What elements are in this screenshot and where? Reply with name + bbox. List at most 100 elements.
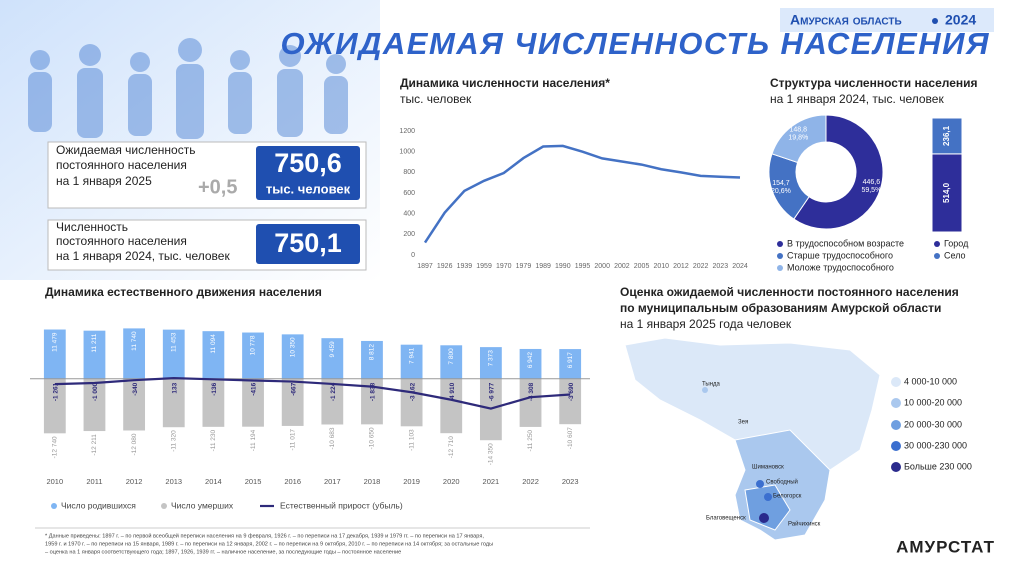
x-tick-label: 2015 — [245, 477, 262, 486]
bar-value-label: -12 080 — [131, 433, 138, 455]
bar — [83, 378, 106, 432]
map-subtitle: на 1 января 2025 года человек — [620, 317, 792, 331]
line-value-label: -1 000 — [92, 382, 99, 401]
slice-value-label: 446,6 — [863, 179, 881, 186]
pie-slice — [793, 114, 884, 230]
bar-value-label: -11 103 — [408, 429, 415, 451]
bar — [242, 332, 264, 379]
bar — [202, 378, 225, 427]
bar-value-label: -11 017 — [289, 429, 296, 451]
summary-change: +0,5 — [198, 176, 237, 198]
x-tick-label: 2019 — [403, 477, 420, 486]
x-tick-label: 2016 — [284, 477, 301, 486]
x-tick-label: 1989 — [535, 263, 551, 270]
y-tick-label: 1000 — [399, 149, 415, 156]
summary-label: на 1 января 2025 — [56, 174, 152, 188]
legend-label: 30 000-230 000 — [904, 440, 967, 450]
region-badge — [780, 8, 994, 32]
x-tick-label: 2021 — [483, 477, 500, 486]
bar-value-label: -11 194 — [250, 429, 257, 451]
map-region — [744, 484, 791, 531]
legend-swatch — [891, 398, 901, 408]
bar — [519, 378, 542, 427]
summary-label: на 1 января 2024, тыс. человек — [56, 249, 230, 263]
logo: АМУРСТАТ — [896, 537, 995, 556]
legend-label: В трудоспособном возрасте — [787, 238, 904, 248]
map-title: по муниципальным образованиям Амурской о… — [620, 301, 941, 315]
summary-value-box — [256, 224, 360, 264]
bar — [162, 329, 185, 379]
x-tick-label: 1970 — [496, 263, 512, 270]
bar-value-label: 9 459 — [329, 341, 336, 358]
slice-share-label: 59,5% — [861, 187, 881, 194]
x-tick-label: 2000 — [594, 263, 610, 270]
bar — [281, 334, 304, 379]
legend-swatch — [934, 241, 940, 247]
footnote: 1959 г. и 1970 г. – по переписи на 15 ян… — [45, 541, 493, 547]
chart-title: Динамика численности населения* — [400, 76, 610, 90]
x-tick-label: 1990 — [555, 263, 571, 270]
legend-label: Число умерших — [171, 500, 234, 510]
bar — [321, 338, 344, 379]
bar — [479, 347, 502, 379]
bar-value-label: -10 607 — [567, 427, 574, 449]
legend-label: Больше 230 000 — [904, 461, 972, 471]
bar-value-label: 11 740 — [131, 331, 138, 351]
city-label: Райчихинск — [788, 521, 821, 528]
legend-swatch — [934, 253, 940, 259]
bar-value-label: -11 320 — [170, 430, 177, 452]
y-tick-label: 0 — [411, 252, 415, 259]
x-tick-label: 1979 — [516, 263, 532, 270]
y-tick-label: 200 — [403, 231, 415, 238]
city-dot — [702, 387, 708, 393]
summary-value-box — [256, 146, 360, 200]
y-tick-label: 1200 — [399, 128, 415, 135]
legend-swatch — [777, 241, 783, 247]
year: 2024 — [945, 12, 976, 28]
bar — [83, 330, 106, 379]
legend-label: 20 000-30 000 — [904, 419, 962, 429]
legend-swatch — [891, 420, 901, 430]
x-tick-label: 2010 — [46, 477, 63, 486]
silhouettes — [28, 38, 348, 139]
line-value-label: -340 — [132, 382, 139, 395]
bar-value-label: -11 230 — [210, 429, 217, 451]
chart-subtitle: на 1 января 2024, тыс. человек — [770, 92, 944, 106]
x-tick-label: 2017 — [324, 477, 341, 486]
separator-dot — [932, 18, 938, 24]
line-value-label: -416 — [251, 382, 258, 395]
line-value-label: -136 — [211, 382, 218, 395]
x-tick-label: 2014 — [205, 477, 222, 486]
x-tick-label: 2013 — [165, 477, 182, 486]
line-value-label: -3 690 — [568, 382, 575, 401]
legend-swatch — [891, 462, 901, 472]
chart-subtitle: тыс. человек — [400, 92, 472, 106]
x-tick-label: 2012 — [673, 263, 689, 270]
x-tick-label: 2022 — [693, 263, 709, 270]
x-tick-label: 2011 — [86, 477, 102, 486]
bar-value-label: 6 917 — [567, 352, 574, 369]
bar — [559, 378, 582, 425]
line-value-label: -1 838 — [370, 382, 377, 401]
x-tick-label: 2023 — [713, 263, 729, 270]
bar-value-label: 236,1 — [942, 125, 951, 146]
y-tick-label: 600 — [403, 190, 415, 197]
summary-value: 750,1 — [274, 228, 342, 258]
line-value-label: -4 308 — [528, 382, 535, 401]
x-tick-label: 2022 — [522, 477, 539, 486]
city-dot — [756, 480, 764, 488]
bar — [281, 378, 304, 426]
region: Амурская область — [790, 12, 902, 28]
city-label: Шимановск — [752, 465, 784, 471]
bar — [123, 378, 146, 431]
x-tick-label: 1959 — [476, 263, 492, 270]
chart-title: Динамика естественного движения населени… — [45, 285, 322, 299]
legend-swatch — [777, 253, 783, 259]
bar-value-label: -12 740 — [52, 436, 59, 458]
line-value-label: -1 224 — [330, 382, 337, 401]
line-value-label: -667 — [290, 382, 297, 395]
x-tick-label: 1926 — [437, 263, 453, 270]
bar — [321, 378, 344, 425]
x-tick-label: 1995 — [575, 263, 591, 270]
bar — [361, 378, 383, 425]
